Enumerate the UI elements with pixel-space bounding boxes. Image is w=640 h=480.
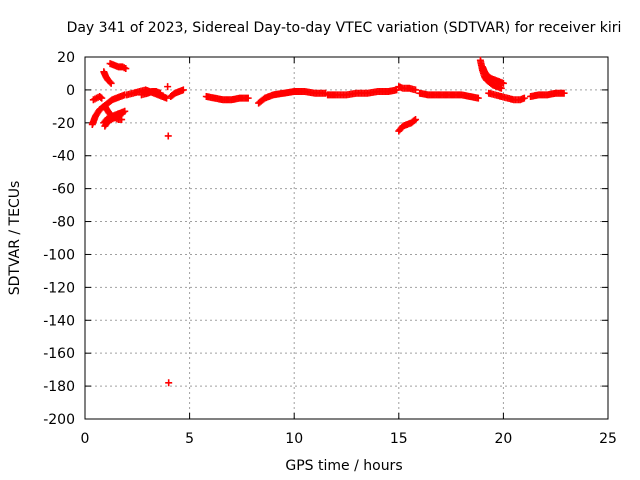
data-point: [560, 89, 568, 97]
data-point: [119, 109, 127, 117]
data-point: [412, 86, 420, 94]
data-point: [499, 79, 507, 87]
y-tick-label: -180: [43, 379, 75, 395]
x-tick-label: 25: [599, 431, 617, 447]
y-tick-label: 0: [66, 83, 75, 99]
x-tick-label: 20: [494, 431, 512, 447]
y-tick-label: -60: [52, 182, 75, 198]
y-tick-label: -40: [52, 149, 75, 165]
data-point: [118, 116, 126, 124]
data-point: [164, 83, 172, 91]
data-point: [244, 94, 252, 102]
x-tick-label: 0: [81, 431, 90, 447]
data-point: [98, 94, 106, 102]
y-tick-label: 20: [57, 50, 75, 66]
data-point: [122, 65, 130, 73]
data-point: [520, 94, 528, 102]
axis-ticks: 20 0 -20 -40 -60 -80 -100 -120 -140 -160 -180 -200 0…: [43, 50, 617, 447]
data-point: [163, 94, 171, 102]
x-tick-label: 5: [185, 431, 194, 447]
chart-title: Day 341 of 2023, Sidereal Day-to-day VTE…: [67, 20, 622, 36]
y-axis-label: SDTVAR / TECUs: [7, 181, 23, 296]
data-point: [165, 379, 173, 387]
data-point: [179, 86, 187, 94]
y-tick-label: -100: [43, 247, 75, 263]
y-tick-label: -160: [43, 346, 75, 362]
data-point: [164, 132, 172, 140]
x-tick-label: 15: [390, 431, 408, 447]
data-point: [156, 89, 164, 97]
data-point: [107, 79, 115, 87]
x-tick-label: 10: [285, 431, 303, 447]
data-point: [106, 78, 114, 86]
data-point: [412, 116, 420, 124]
data-points: [88, 56, 568, 387]
x-axis-label: GPS time / hours: [285, 458, 402, 474]
plot-frame: [84, 56, 609, 420]
data-point: [97, 93, 105, 101]
data-point: [474, 94, 482, 102]
y-tick-label: -80: [52, 215, 75, 231]
y-tick-label: -200: [43, 412, 75, 428]
y-tick-label: -20: [52, 116, 75, 132]
data-point: [410, 116, 418, 124]
grid-lines: [85, 57, 608, 419]
y-tick-label: -120: [43, 280, 75, 296]
y-tick-label: -140: [43, 313, 75, 329]
